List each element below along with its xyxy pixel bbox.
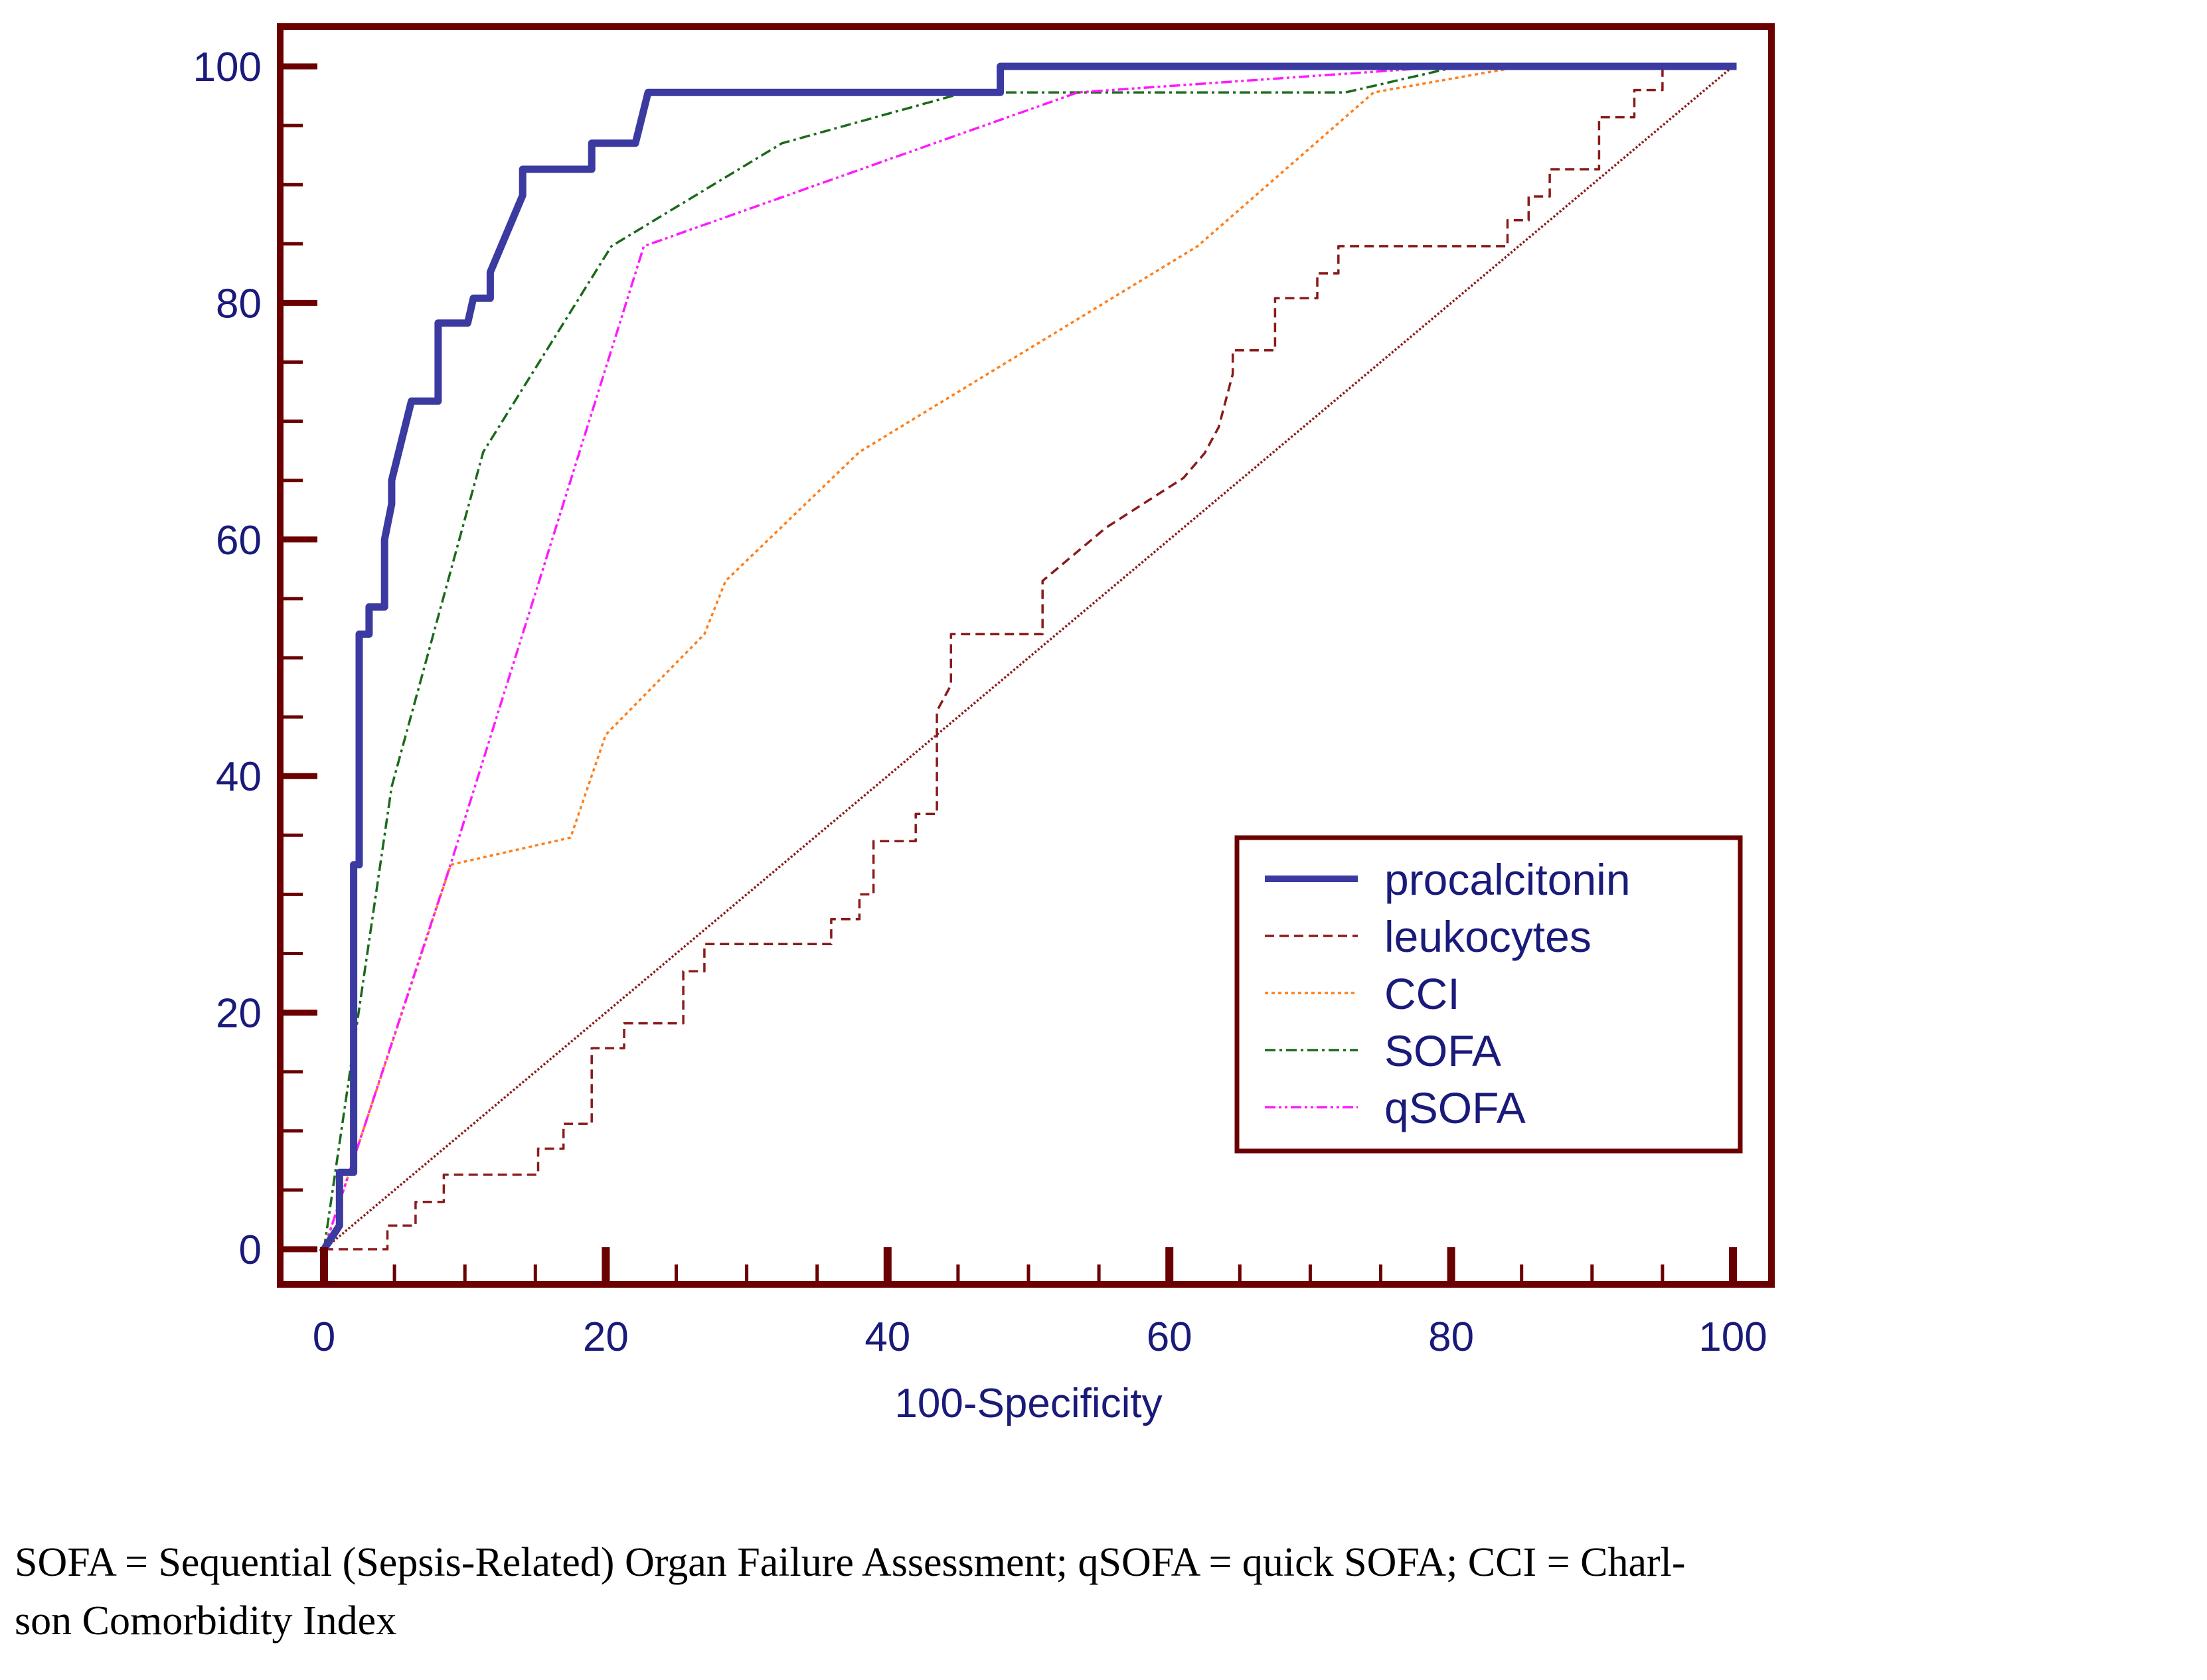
x-tick-label-100: 100: [1698, 1314, 1767, 1360]
x-tick-label-20: 20: [583, 1314, 629, 1360]
x-tick-label-40: 40: [864, 1314, 910, 1360]
series-line-leukocytes: [324, 65, 1733, 1251]
x-tick-label-0: 0: [313, 1314, 335, 1360]
y-tick-label-80: 80: [216, 281, 262, 327]
legend-label-leukocytes: leukocytes: [1384, 912, 1592, 961]
caption-line-2: son Comorbidity Index: [15, 1598, 397, 1643]
series-line-procalcitonin: [319, 62, 1737, 1255]
legend-label-qsofa: qSOFA: [1384, 1083, 1526, 1132]
y-tick-label-60: 60: [216, 518, 262, 564]
legend: procalcitonin leukocytes CCI SOFA qSOFA: [1234, 835, 1743, 1154]
legend-label-cci: CCI: [1384, 969, 1460, 1018]
legend-label-sofa: SOFA: [1384, 1026, 1501, 1075]
series-group: [319, 62, 1737, 1255]
axis-ticks: [280, 63, 1737, 1284]
y-tick-label-100: 100: [193, 44, 262, 90]
x-tick-label-80: 80: [1428, 1314, 1474, 1360]
legend-label-procalcitonin: procalcitonin: [1384, 855, 1631, 904]
x-tick-label-60: 60: [1147, 1314, 1192, 1360]
figure-caption: SOFA = Sequential (Sepsis-Related) Organ…: [15, 1533, 2192, 1650]
plot-frame: [277, 23, 1775, 1288]
y-tick-label-0: 0: [239, 1227, 262, 1273]
x-axis-title: 100-Specificity: [894, 1381, 1162, 1426]
legend-box: [1234, 835, 1743, 1154]
y-tick-label-40: 40: [216, 754, 262, 800]
series-line-sofa: [323, 65, 1733, 1250]
axis-tick-labels: 0 20 40 60 80 100 0 20 40 60 80 100: [193, 44, 1767, 1360]
series-line-cci: [323, 65, 1733, 1250]
y-tick-label-20: 20: [216, 991, 262, 1037]
caption-line-1: SOFA = Sequential (Sepsis-Related) Organ…: [15, 1540, 1686, 1585]
series-line-qsofa: [323, 65, 1733, 1250]
